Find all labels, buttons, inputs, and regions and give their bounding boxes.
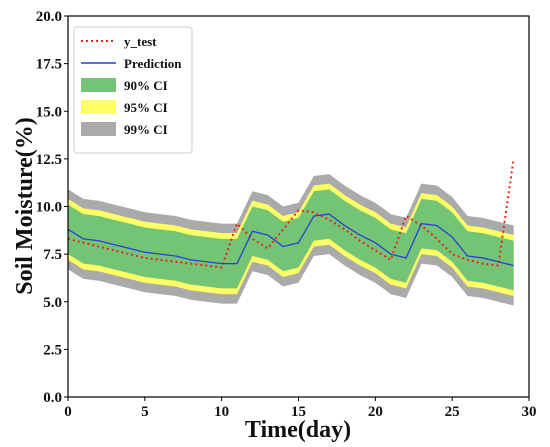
y-tick-label: 5.0 xyxy=(43,295,62,311)
tick-labels: 0 5 10 15 20 25 30 0.0 2.5 5.0 7.5 10.0 12.5 15.0 17.5… xyxy=(36,9,537,420)
series-lines xyxy=(67,158,515,269)
ci-bands xyxy=(68,174,514,306)
y-tick-label: 20.0 xyxy=(36,9,62,25)
legend-label-95: 95% CI xyxy=(124,100,168,115)
legend-label-99: 99% CI xyxy=(124,122,168,137)
x-tick-label: 25 xyxy=(445,404,460,420)
x-axis-label: Time(day) xyxy=(245,417,351,443)
legend-label-prediction: Prediction xyxy=(124,56,182,71)
legend-frame xyxy=(73,26,193,154)
legend-label-90: 90% CI xyxy=(124,78,168,93)
band-90-ci xyxy=(68,189,514,291)
legend: y_test Prediction 90% CI 95% CI 99% CI xyxy=(73,26,193,154)
y-axis-label: Soil Moisture(%) xyxy=(12,117,38,295)
legend-swatch-90 xyxy=(81,78,116,92)
x-tick-label: 20 xyxy=(368,404,383,420)
y-tick-label: 17.5 xyxy=(36,57,62,73)
x-tick-label: 30 xyxy=(522,404,537,420)
legend-swatch-99 xyxy=(81,122,116,136)
series-line-prediction xyxy=(67,213,514,267)
y-tick-label: 12.5 xyxy=(36,152,62,168)
x-tick-label: 15 xyxy=(291,404,306,420)
x-tick-label: 0 xyxy=(64,404,72,420)
legend-label-y-test: y_test xyxy=(124,34,157,49)
x-tick-label: 10 xyxy=(214,404,229,420)
y-tick-label: 0.0 xyxy=(43,390,62,406)
series-line-y-test xyxy=(67,158,515,269)
y-tick-label: 7.5 xyxy=(43,247,62,263)
y-tick-label: 2.5 xyxy=(43,342,62,358)
y-tick-label: 15.0 xyxy=(36,104,62,120)
legend-swatch-95 xyxy=(81,100,116,114)
x-tick-label: 5 xyxy=(141,404,149,420)
y-tick-label: 10.0 xyxy=(36,200,62,216)
